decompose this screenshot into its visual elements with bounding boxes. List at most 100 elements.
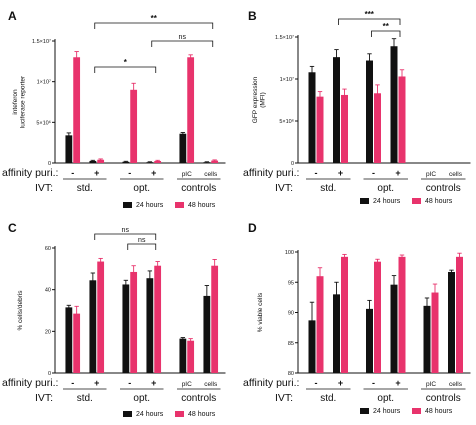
bar-48h (97, 159, 105, 163)
y-tick-label: 5×10⁶ (36, 119, 51, 126)
y-tick-label: 100 (285, 250, 294, 256)
significance-bracket (94, 66, 157, 73)
control-label: pIC (426, 381, 436, 388)
group-label-std: std. (320, 183, 336, 194)
legend-swatch-24h (123, 202, 132, 208)
control-label: cells (204, 381, 218, 388)
y-axis-label: % cells/debris (17, 290, 24, 331)
legend-label-48h: 48 hours (425, 408, 453, 415)
bar-48h (431, 292, 439, 373)
significance-label: ns (179, 34, 187, 41)
legend-label-48h: 48 hours (188, 202, 216, 209)
bar-24h (333, 294, 340, 373)
control-label: pIC (426, 171, 436, 178)
group-label-std: std. (320, 393, 336, 404)
group-label-std: std. (77, 183, 93, 194)
sign-plus: + (395, 168, 400, 178)
bar-48h (187, 57, 195, 164)
bar-24h (179, 133, 187, 163)
panel-b: B 0 5×10⁶ 1×10⁷ 1.5×10⁷ GFP expression(MFI) **… (243, 9, 471, 205)
affinity-label: affinity puri.: (2, 377, 58, 389)
bar-24h (65, 307, 73, 373)
bar-24h (122, 161, 130, 163)
affinity-label: affinity puri.: (2, 167, 58, 179)
y-tick-label: 1.5×10⁷ (32, 38, 51, 45)
panel-a: A 0 5×10⁶ 1×10⁷ 1.5×10⁷ inteferonluciferase r… (2, 9, 226, 209)
bar-24h (89, 280, 97, 373)
y-axis-label: % viable cells (257, 292, 264, 332)
bar-48h (374, 261, 381, 373)
panel-d: D 80 85 90 95 100 % viable cells affinity puri.… (243, 221, 471, 415)
bar-48h (398, 256, 406, 373)
bar-24h (390, 46, 398, 163)
sign-minus: - (372, 168, 375, 178)
legend-label-48h: 48 hours (425, 198, 453, 205)
panel-letter: A (8, 9, 17, 23)
significance-label: * (124, 58, 128, 67)
bar-48h (316, 276, 324, 373)
significance-bracket (94, 233, 157, 240)
sign-minus: - (128, 168, 131, 178)
legend-swatch-48h (412, 198, 421, 204)
y-tick-label: 20 (45, 329, 51, 335)
bar-24h (390, 284, 398, 373)
significance-bracket (371, 30, 401, 37)
bar-48h (456, 256, 463, 373)
bar-24h (366, 60, 373, 163)
bar-24h (203, 295, 211, 373)
sign-plus: + (94, 378, 99, 388)
legend-swatch-48h (412, 408, 421, 414)
control-label: cells (449, 381, 463, 388)
bar-48h (73, 313, 81, 373)
legend-label-24h: 24 hours (136, 202, 164, 209)
y-tick-label: 5×10⁶ (279, 118, 294, 125)
y-tick-label: 85 (288, 341, 294, 347)
y-tick-label: 1×10⁷ (37, 79, 51, 86)
y-tick-label: 0 (48, 161, 51, 167)
sign-minus: - (71, 378, 74, 388)
y-tick-label: 0 (291, 161, 294, 167)
legend-swatch-48h (175, 202, 184, 208)
sign-plus: + (151, 378, 156, 388)
panel-letter: B (248, 9, 257, 23)
y-tick-label: 90 (288, 311, 294, 317)
bar-48h (316, 96, 324, 163)
y-tick-label: 80 (288, 371, 294, 377)
bar-24h (448, 271, 455, 373)
sign-minus: - (372, 378, 375, 388)
bar-24h (122, 284, 130, 373)
sign-plus: + (94, 168, 99, 178)
group-label-opt: opt. (377, 393, 394, 404)
control-label: cells (449, 171, 463, 178)
ivt-label: IVT: (275, 392, 293, 404)
legend-label-48h: 48 hours (188, 411, 216, 418)
significance-bracket (127, 243, 157, 250)
bar-24h (146, 278, 154, 373)
bar-48h (374, 93, 381, 163)
bar-48h (187, 340, 195, 373)
y-tick-label: 1×10⁷ (280, 76, 294, 83)
bar-24h (179, 338, 187, 373)
bar-24h (366, 308, 373, 373)
y-tick-label: 0 (48, 371, 51, 377)
y-tick-label: 95 (288, 280, 294, 286)
ivt-label: IVT: (275, 182, 293, 194)
group-label-controls: controls (426, 183, 461, 194)
sign-plus: + (338, 168, 343, 178)
sign-plus: + (338, 378, 343, 388)
bar-48h (130, 89, 138, 163)
control-label: cells (204, 171, 218, 178)
significance-label: ns (122, 227, 130, 234)
group-label-opt: opt. (133, 183, 150, 194)
significance-bracket (151, 40, 214, 47)
group-label-controls: controls (181, 183, 216, 194)
ivt-label: IVT: (35, 182, 53, 194)
significance-label: ns (138, 237, 146, 244)
legend-swatch-24h (360, 408, 369, 414)
sign-minus: - (128, 378, 131, 388)
y-tick-label: 1.5×10⁷ (275, 34, 294, 41)
panel-c: C 0 20 40 60 % cells/debris ns ns affinity puri.… (2, 221, 226, 418)
significance-label: *** (365, 10, 375, 19)
group-label-controls: controls (426, 393, 461, 404)
legend-swatch-48h (175, 411, 184, 417)
